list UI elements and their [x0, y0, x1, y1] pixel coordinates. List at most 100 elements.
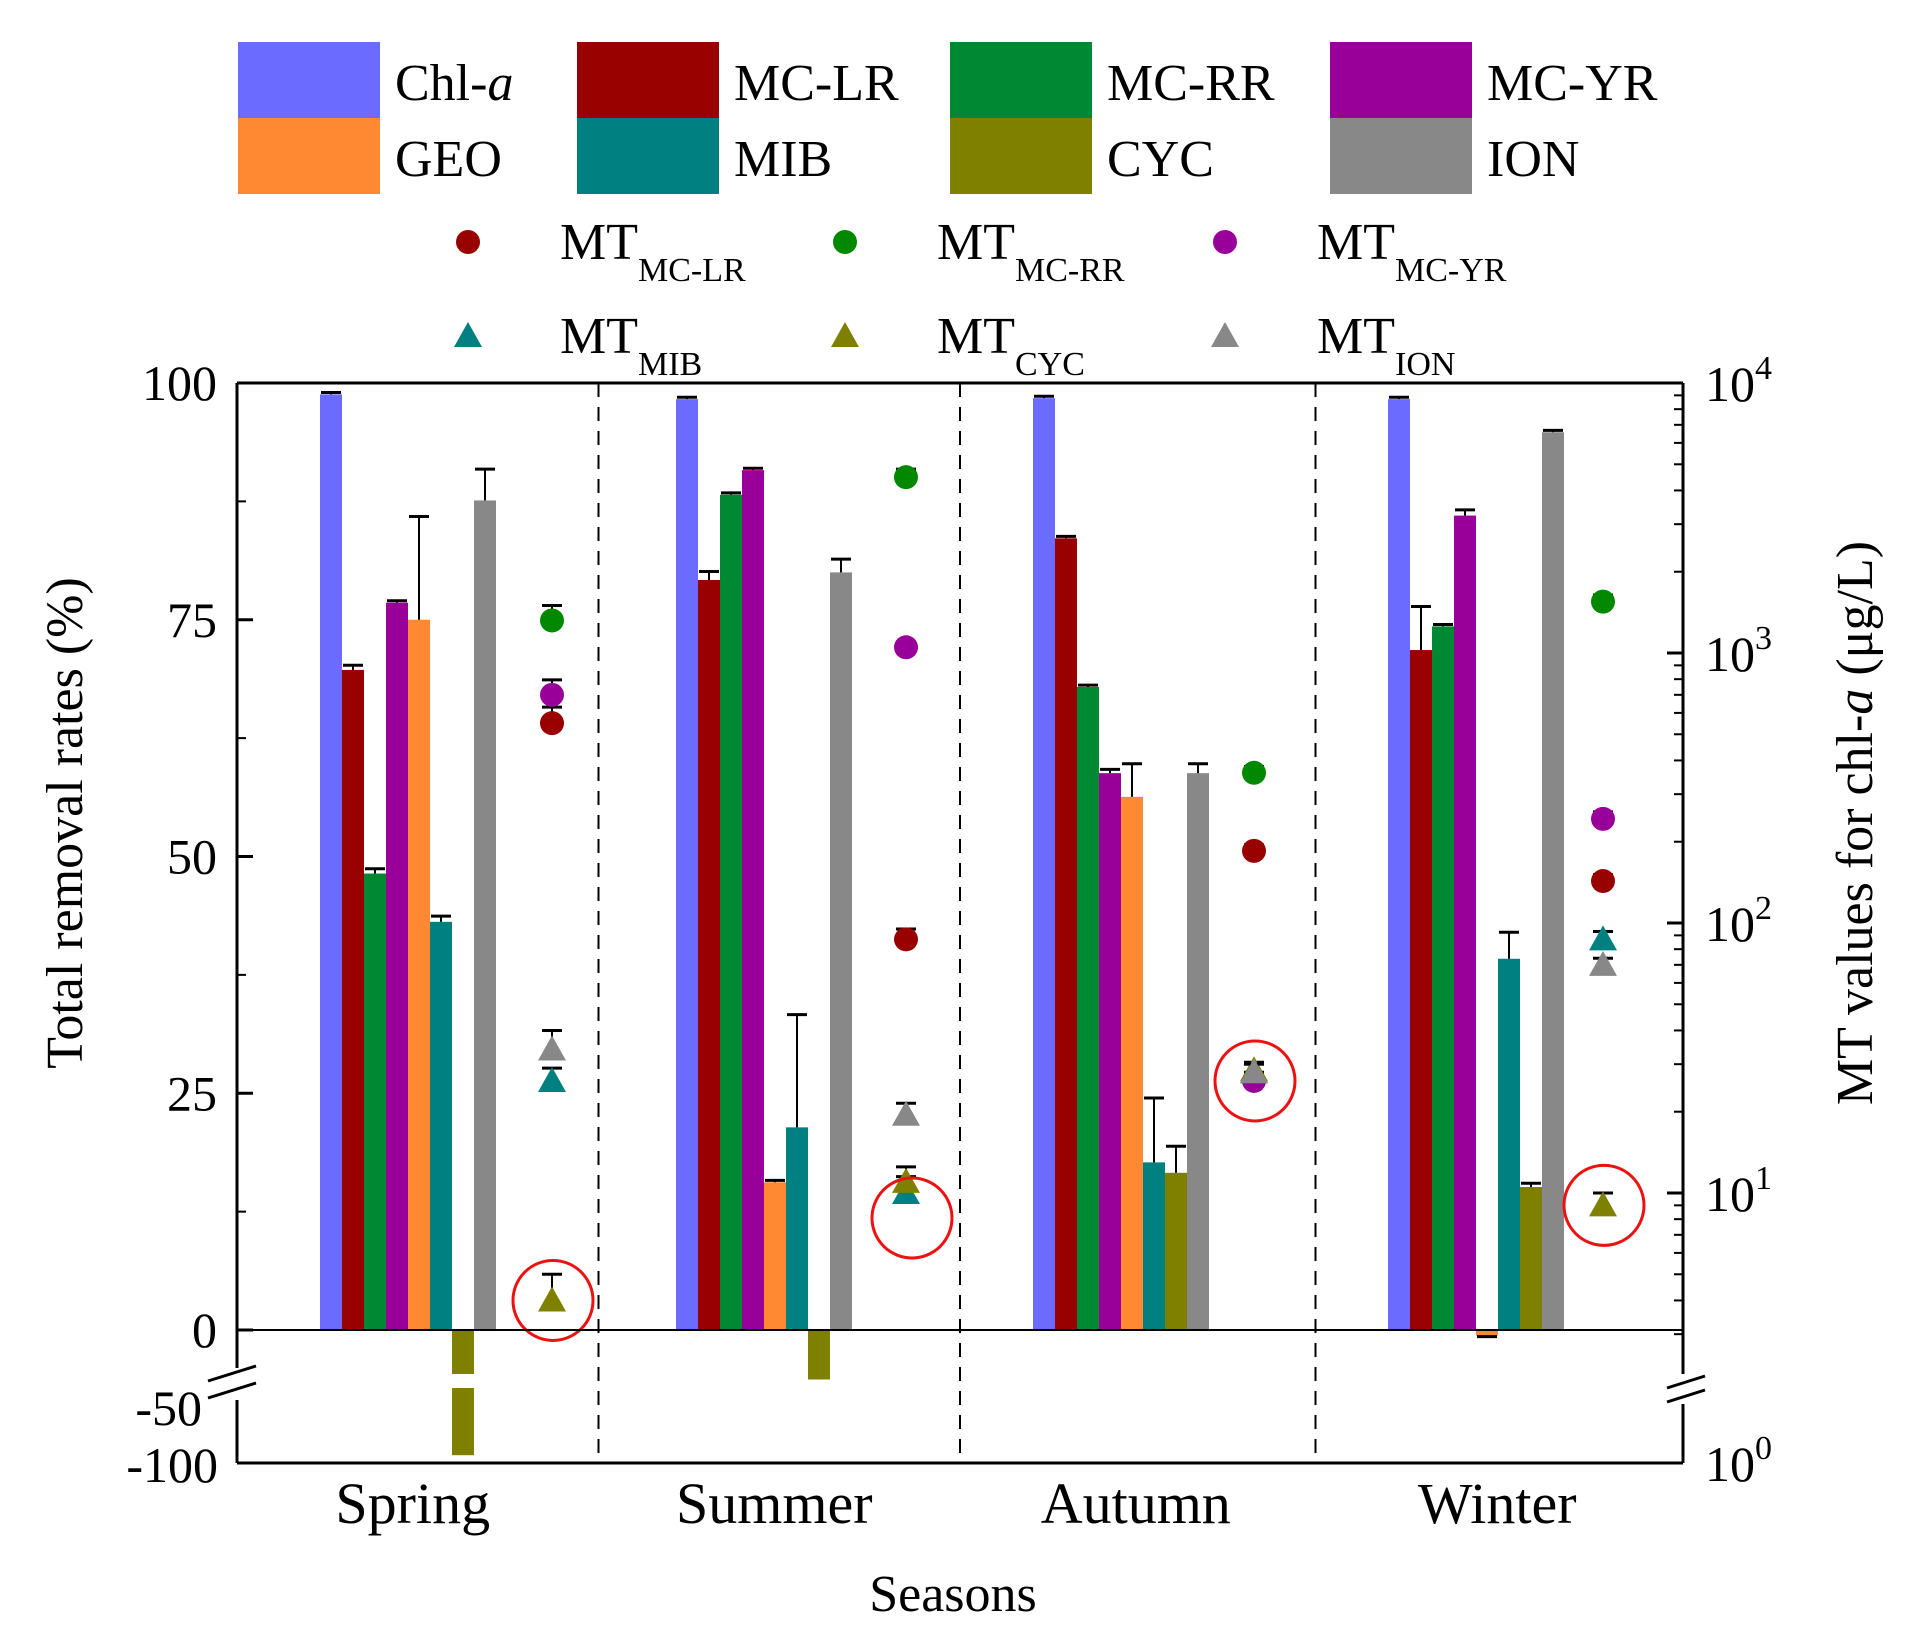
legend-label-text: CYC [1107, 131, 1214, 188]
bar-cyc-winter [1520, 1187, 1542, 1330]
legend-label-mc-yr: MC-YR [1487, 55, 1658, 112]
bar-geo-summer [764, 1182, 786, 1330]
bar-mc-yr-spring [386, 602, 408, 1330]
legend-swatch-ion [1330, 118, 1472, 194]
y-tick-label: -50 [135, 1380, 202, 1436]
legend-label-mib: MIB [734, 131, 832, 188]
legend-swatch-mc-lr [577, 42, 719, 118]
y2-tick-label: 102 [1705, 890, 1772, 952]
x-tick-label: Autumn [1041, 1471, 1231, 1536]
legend-label-mt-ion: MTION [1317, 308, 1455, 383]
legend-label-text: Chl- [395, 55, 487, 112]
mt-marker-cyc-spring [538, 1286, 566, 1312]
bar-mc-yr-autumn [1099, 773, 1121, 1330]
y-axis-title: Total removal rates (%) [37, 577, 94, 1069]
mt-marker-mc-lr-autumn [1242, 838, 1266, 863]
mt-marker-mc-rr-winter [1591, 589, 1615, 614]
legend-label-mt-base: MT [560, 214, 638, 271]
legend-label-ion: ION [1487, 131, 1579, 188]
mt-marker-ion-winter [1589, 950, 1617, 976]
y2-tick-exponent: 2 [1755, 890, 1772, 927]
legend-swatch-mc-yr [1330, 42, 1472, 118]
legend-label-mt-sub: CYC [1015, 346, 1085, 383]
bar-mc-lr-winter [1410, 650, 1432, 1330]
legend-label-mt-sub: ION [1395, 346, 1455, 383]
legend-label-mc-rr: MC-RR [1107, 55, 1275, 112]
legend-label-mt-base: MT [1317, 308, 1395, 365]
legend-label-mt-base: MT [937, 214, 1015, 271]
highlight-circle [1562, 1163, 1646, 1247]
legend-label-mt-mc-lr: MTMC-LR [560, 214, 746, 289]
bar-mc-rr-autumn [1077, 686, 1099, 1330]
legend-swatch-chl-a [238, 42, 380, 118]
legend-label-mc-lr: MC-LR [734, 55, 899, 112]
bar-chl-a-spring [320, 394, 342, 1330]
legend-marker-mt-cyc [831, 322, 859, 347]
legend-label-mt-sub: MC-LR [638, 252, 746, 289]
bar-cyc-autumn [1165, 1172, 1187, 1330]
bar-ion-spring [474, 500, 496, 1331]
plot-area [320, 390, 1646, 1456]
mt-marker-mc-yr-summer [894, 635, 918, 660]
y2-axis-title-italic: a [1827, 689, 1884, 715]
legend-swatch-mib [577, 118, 719, 194]
bar-mib-autumn [1143, 1162, 1165, 1330]
bar-cyc-summer [808, 1330, 830, 1380]
mt-marker-cyc-winter [1589, 1191, 1617, 1217]
y2-tick-exponent: 4 [1755, 350, 1772, 387]
bar-ion-summer [830, 572, 852, 1330]
bar-mc-rr-summer [720, 494, 742, 1331]
right-axis-break-mark [1666, 1388, 1706, 1404]
legend-label-mt-sub: MIB [638, 346, 702, 383]
legend-swatch-geo [238, 118, 380, 194]
bar-mib-summer [786, 1127, 808, 1330]
y2-axis-title: MT values for chl-a (μg/L) [1827, 541, 1884, 1105]
mt-marker-mc-yr-spring [540, 682, 564, 707]
bar-mib-winter [1498, 958, 1520, 1330]
mt-marker-cyc-summer [892, 1167, 920, 1193]
x-tick-label: Summer [676, 1471, 873, 1536]
legend-label-text: GEO [395, 131, 502, 188]
legend-label-text: MC-RR [1107, 55, 1275, 112]
mt-marker-mc-yr-winter [1591, 806, 1615, 831]
legend-label-mt-base: MT [937, 308, 1015, 365]
legend-label-geo: GEO [395, 131, 502, 188]
mt-marker-mc-lr-winter [1591, 869, 1615, 894]
bar-geo-autumn [1121, 796, 1143, 1330]
x-axis-title: Seasons [869, 1566, 1037, 1623]
y2-tick-base: 10 [1705, 626, 1755, 682]
bar-geo-spring [408, 619, 430, 1330]
legend-label-mt-base: MT [560, 308, 638, 365]
y-tick-label: 75 [167, 592, 217, 648]
mt-marker-mc-rr-autumn [1242, 760, 1266, 785]
y2-tick-exponent: 3 [1755, 620, 1772, 657]
legend-label-mt-mc-yr: MTMC-YR [1317, 214, 1507, 289]
right-axis-break-gap [1664, 1374, 1708, 1404]
y2-tick-label: 103 [1705, 620, 1772, 682]
y2-tick-label: 100 [1705, 1430, 1772, 1492]
legend-label-text: ION [1487, 131, 1579, 188]
bar-mib-spring [430, 921, 452, 1330]
legend-marker-mt-mib [454, 322, 482, 347]
y-tick-label: 0 [192, 1302, 217, 1358]
bar-chl-a-summer [676, 399, 698, 1330]
legend-label-text: MIB [734, 131, 832, 188]
bar-geo-winter [1476, 1330, 1498, 1336]
bar-mc-lr-spring [342, 669, 364, 1330]
y2-tick-base: 10 [1705, 1436, 1755, 1492]
bar-ion-winter [1542, 432, 1564, 1330]
bar-mc-rr-spring [364, 873, 386, 1330]
y2-tick-exponent: 1 [1755, 1160, 1772, 1197]
legend-label-mt-sub: MC-YR [1395, 252, 1507, 289]
mt-marker-ion-summer [892, 1100, 920, 1126]
legend-swatch-cyc [950, 118, 1092, 194]
bar-break-gap [452, 1374, 486, 1388]
highlight-circle [870, 1176, 954, 1260]
legend-label-text: MC-YR [1487, 55, 1658, 112]
bar-ion-autumn [1187, 773, 1209, 1330]
legend-label-mt-base: MT [1317, 214, 1395, 271]
y2-tick-exponent: 0 [1755, 1430, 1772, 1467]
y2-tick-label: 104 [1705, 350, 1772, 412]
bar-chl-a-autumn [1033, 398, 1055, 1331]
